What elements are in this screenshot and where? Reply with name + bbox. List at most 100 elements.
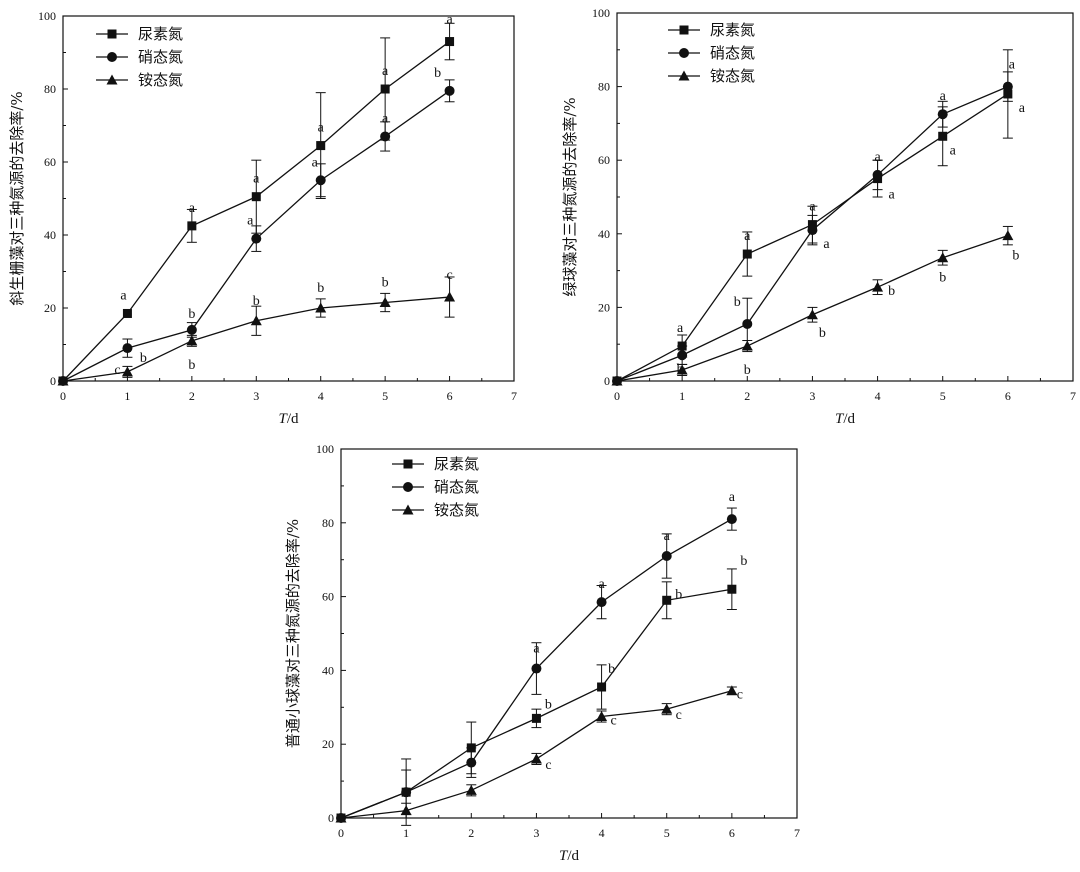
- data-point: [596, 711, 608, 722]
- legend-marker: [679, 25, 689, 35]
- significance-label: a: [729, 490, 736, 505]
- data-point: [597, 682, 607, 692]
- data-point: [742, 249, 752, 259]
- legend-label: 硝态氮: [710, 44, 755, 62]
- significance-label: a: [940, 89, 947, 104]
- x-tick-label: 5: [940, 389, 946, 403]
- significance-label: c: [610, 714, 616, 729]
- data-point: [807, 225, 818, 236]
- data-point: [741, 340, 753, 351]
- data-point: [122, 308, 132, 318]
- significance-label: b: [188, 358, 195, 373]
- significance-label: b: [819, 326, 826, 341]
- data-point: [466, 757, 477, 768]
- data-point: [1002, 81, 1013, 92]
- legend-label: 硝态氮: [138, 48, 183, 66]
- data-point: [465, 784, 477, 795]
- significance-label: a: [809, 200, 816, 215]
- data-point: [444, 85, 455, 96]
- x-axis-title: T/d: [559, 848, 580, 864]
- x-tick-label: 5: [382, 389, 388, 403]
- x-tick-label: 0: [338, 826, 344, 840]
- x-axis-title-var: T: [835, 411, 845, 427]
- data-point: [872, 169, 883, 180]
- data-point: [186, 335, 198, 346]
- data-point: [444, 291, 456, 302]
- data-point: [379, 297, 391, 308]
- significance-label: b: [939, 271, 946, 286]
- series-triangle: c b b b b c: [57, 268, 456, 386]
- x-tick-label: 4: [318, 389, 324, 403]
- legend-label: 尿素氮: [434, 455, 479, 473]
- y-axis-title: 绿球藻对三种氮源的去除率/%: [561, 97, 579, 296]
- legend-marker: [106, 74, 118, 85]
- y-tick-label: 40: [44, 228, 56, 242]
- significance-label: b: [740, 554, 747, 569]
- data-point: [938, 131, 948, 141]
- chart-panel-scenedesmus: 0 1 2 3 4 5 6 7 0 20 40 60 80 100 T/d 斜生栅藻对三种氮源的去除率/% a a…: [8, 9, 517, 427]
- legend-marker: [403, 459, 413, 469]
- y-tick-label: 60: [322, 590, 334, 604]
- data-point: [531, 663, 542, 674]
- significance-label: b: [675, 587, 682, 602]
- data-point: [661, 703, 673, 714]
- x-tick-label: 1: [679, 389, 685, 403]
- significance-label: a: [446, 13, 453, 28]
- y-tick-label: 40: [598, 227, 610, 241]
- x-tick-label: 4: [875, 389, 881, 403]
- x-tick-label: 2: [189, 389, 195, 403]
- y-tick-label: 0: [328, 811, 334, 825]
- data-point: [401, 787, 412, 798]
- data-point: [727, 584, 737, 594]
- x-tick-label: 2: [468, 826, 474, 840]
- significance-label: c: [676, 708, 682, 723]
- plot-frame: [62, 15, 515, 382]
- significance-label: b: [1012, 249, 1019, 264]
- legend-label: 尿素氮: [138, 25, 183, 43]
- x-tick-label: 6: [729, 826, 735, 840]
- x-tick-label: 1: [403, 826, 409, 840]
- series-circle: a a a a: [336, 490, 737, 823]
- significance-label: a: [1009, 58, 1016, 73]
- y-axis-title: 斜生栅藻对三种氮源的去除率/%: [8, 91, 26, 305]
- data-point: [250, 315, 262, 326]
- data-point: [530, 753, 542, 764]
- data-point: [937, 109, 948, 120]
- significance-label: b: [734, 295, 741, 310]
- x-tick-label: 7: [511, 389, 517, 403]
- x-tick-label: 0: [60, 389, 66, 403]
- series-circle: b b a a a b: [58, 66, 455, 386]
- significance-label: a: [744, 229, 751, 244]
- data-point: [676, 364, 688, 375]
- y-tick-label: 80: [44, 82, 56, 96]
- significance-label: a: [382, 111, 389, 126]
- x-tick-label: 4: [599, 826, 605, 840]
- data-point: [122, 343, 133, 354]
- significance-label: a: [247, 214, 254, 229]
- significance-label: c: [737, 688, 743, 703]
- significance-label: b: [744, 363, 751, 378]
- significance-label: b: [317, 281, 324, 296]
- legend-marker: [403, 482, 413, 492]
- y-tick-label: 0: [50, 374, 56, 388]
- significance-label: a: [533, 642, 540, 657]
- significance-label: a: [253, 172, 260, 187]
- data-point: [380, 131, 391, 142]
- significance-label: a: [664, 529, 671, 544]
- legend-marker: [402, 504, 414, 515]
- data-point: [611, 375, 623, 386]
- data-point: [726, 514, 737, 525]
- x-tick-label: 5: [664, 826, 670, 840]
- x-axis-title: T/d: [278, 411, 299, 427]
- significance-label: b: [253, 294, 260, 309]
- legend-label: 尿素氮: [710, 21, 755, 39]
- x-tick-label: 6: [1005, 389, 1011, 403]
- y-tick-label: 100: [316, 442, 334, 456]
- plot-frame: [616, 12, 1074, 382]
- data-point: [315, 302, 327, 313]
- x-tick-label: 2: [744, 389, 750, 403]
- significance-label: c: [679, 363, 685, 378]
- data-point: [677, 350, 688, 361]
